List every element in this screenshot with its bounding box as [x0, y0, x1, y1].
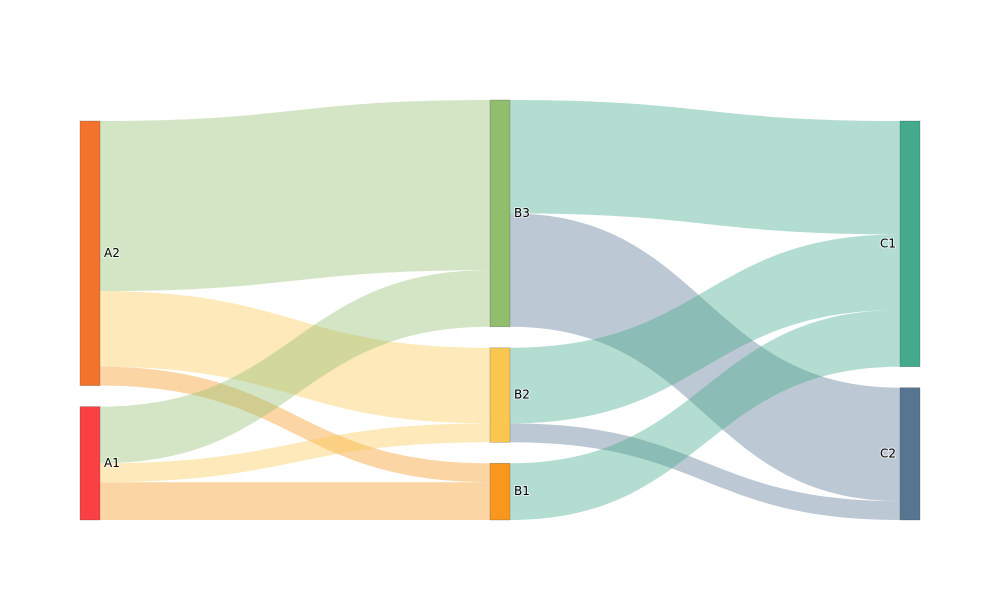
link — [100, 291, 490, 424]
link — [510, 234, 900, 424]
links — [100, 100, 900, 520]
link — [510, 423, 900, 520]
node — [79, 406, 101, 521]
link — [100, 482, 490, 520]
link — [510, 310, 900, 520]
link — [510, 100, 900, 235]
node — [79, 120, 101, 386]
node-label: A1 — [104, 456, 120, 470]
link — [510, 213, 900, 502]
nodes: A2 A1 B3 B2 B1 C1 C2 — [79, 99, 921, 521]
node — [899, 387, 921, 521]
node — [489, 463, 511, 521]
node-label: C2 — [880, 446, 896, 460]
node-label: B2 — [514, 388, 530, 402]
node — [489, 99, 511, 328]
node-label: A2 — [104, 246, 120, 260]
node-label: B1 — [514, 484, 530, 498]
link — [100, 100, 490, 292]
link — [100, 270, 490, 464]
node-label: B3 — [514, 206, 530, 220]
link — [100, 423, 490, 483]
link — [100, 366, 490, 483]
node — [489, 347, 511, 443]
node — [899, 120, 921, 367]
node-label: C1 — [880, 236, 896, 250]
